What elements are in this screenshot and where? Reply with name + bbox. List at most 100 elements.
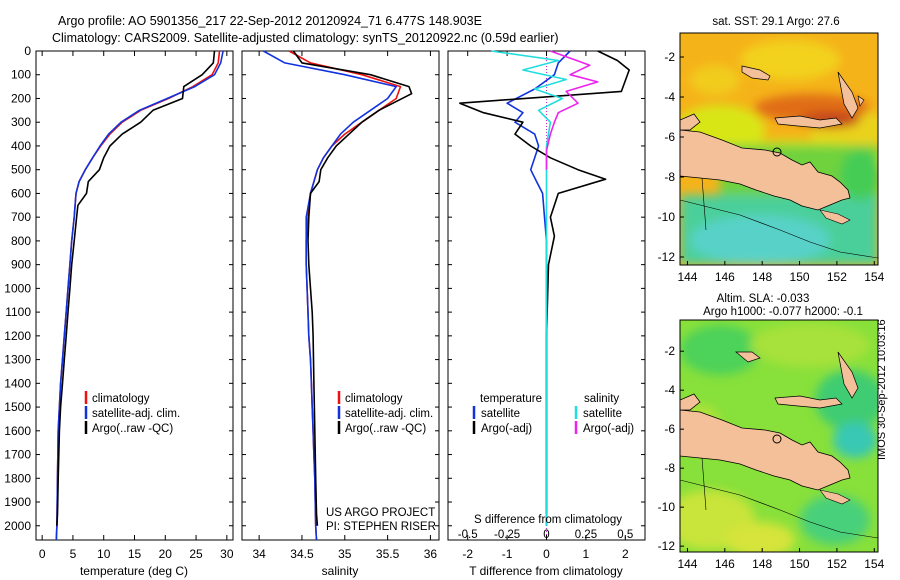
y-tick-label: 1500 [4, 400, 31, 414]
x-tick-label: 15 [128, 547, 142, 561]
series-line-s-satellite [491, 50, 568, 526]
temperature-ticks: 0 5 10 15 20 25 30 [39, 51, 234, 561]
y-tick-label: -2 [664, 344, 675, 358]
y-tick-label: -6 [664, 130, 675, 144]
x-tick-label: 144 [677, 557, 697, 571]
t-difference-axis-label: T difference from climatology [469, 564, 623, 578]
y-tick-label: 500 [11, 163, 31, 177]
y-tick-label: 300 [11, 115, 31, 129]
x-tick-label: -1 [502, 547, 513, 561]
s-difference-axis-label: S difference from climatology [474, 514, 622, 526]
y-tick-label: 0 [24, 44, 31, 58]
temperature-legend: climatology satellite-adj. clim. Argo(..… [84, 391, 180, 435]
series-line-s-argo [545, 50, 599, 170]
salinity-legend: climatology satellite-adj. clim. Argo(..… [337, 391, 433, 435]
argo-position-marker [772, 434, 782, 444]
x-tick-label: -2 [462, 547, 473, 561]
x-tick-label: 1 [583, 547, 590, 561]
x-tick-label: 146 [715, 557, 735, 571]
series-line-argo [56, 50, 216, 526]
x-tick-label: 2 [622, 547, 629, 561]
x-tick-label: 0 [39, 547, 46, 561]
x-tick-label: 146 [715, 270, 735, 284]
legend-label-satellite: satellite-adj. clim. [92, 408, 180, 420]
y-tick-label: 1000 [4, 281, 31, 295]
x-tick-label: 154 [864, 270, 884, 284]
s-tick-label: 0 [543, 529, 549, 541]
y-tick-label: 1300 [4, 353, 31, 367]
y-tick-label: -6 [664, 422, 675, 436]
sla-map-title-1: Altim. SLA: -0.033 [717, 293, 810, 305]
title-line-1: Argo profile: AO 5901356_217 22-Sep-2012… [58, 14, 482, 28]
y-tick-label: 800 [11, 234, 31, 248]
argo-position-marker [772, 147, 782, 157]
y-tick-label: 400 [11, 139, 31, 153]
x-tick-label: 150 [790, 557, 810, 571]
x-tick-label: 152 [827, 270, 847, 284]
y-tick-label: 1600 [4, 424, 31, 438]
y-tick-label: 2000 [4, 519, 31, 533]
y-tick-label: -4 [664, 90, 675, 104]
legend-title-salinity: salinity [584, 393, 619, 405]
x-tick-label: 30 [220, 547, 234, 561]
y-tick-label: -10 [658, 500, 676, 514]
series-line-t-argo [458, 50, 631, 514]
y-tick-label: 900 [11, 258, 31, 272]
y-tick-label: -8 [664, 461, 675, 475]
difference-ticks: -2 -1 0 1 2 -0.5 -0.25 0 0.25 0.5 [458, 51, 633, 561]
difference-legend: temperature salinity satellite Argo(-adj… [472, 393, 634, 435]
salinity-axis-label: salinity [322, 564, 359, 578]
temperature-lines [55, 50, 224, 541]
s-tick-label: 0.5 [617, 529, 633, 541]
y-tick-label: -2 [664, 50, 675, 64]
y-tick-label: -10 [658, 210, 676, 224]
timestamp-stamp: IMOS 30-Sep-2012 10:03:16 [876, 319, 888, 460]
x-tick-label: 36 [424, 547, 438, 561]
salinity-ticks: 34 34.5 35 35.5 36 [252, 51, 437, 561]
y-tick-label: 1200 [4, 329, 31, 343]
legend-label-satellite: satellite-adj. clim. [345, 408, 433, 420]
x-tick-label: 148 [752, 557, 772, 571]
salinity-lines [263, 50, 413, 541]
temperature-panel [35, 50, 234, 541]
salinity-panel [241, 50, 440, 541]
legend-label-s-satellite: satellite [583, 408, 622, 420]
series-line-satellite [55, 50, 224, 541]
y-tick-label: -12 [658, 539, 676, 553]
x-tick-label: 25 [189, 547, 203, 561]
legend-label-argo: Argo(..raw -QC) [345, 423, 426, 435]
sla-map-title-2: Argo h1000: -0.077 h2000: -0.1 [703, 306, 863, 318]
x-tick-label: 154 [864, 557, 884, 571]
x-tick-label: 148 [752, 270, 772, 284]
y-tick-label: -4 [664, 383, 675, 397]
x-tick-label: 5 [70, 547, 77, 561]
x-tick-label: 10 [97, 547, 111, 561]
title-line-2: Climatology: CARS2009. Satellite-adjuste… [52, 31, 559, 45]
series-line-argo [292, 50, 413, 526]
legend-label-climatology: climatology [345, 393, 403, 405]
credit-pi: PI: STEPHEN RISER [326, 521, 436, 533]
sla-map [680, 320, 878, 552]
sst-map-title: sat. SST: 29.1 Argo: 27.6 [712, 16, 839, 28]
y-tick-label: 1800 [4, 471, 31, 485]
x-tick-label: 34.5 [290, 547, 314, 561]
s-tick-label: -0.5 [458, 529, 478, 541]
legend-label-s-argo: Argo(-adj) [583, 423, 634, 435]
x-tick-label: 20 [159, 547, 173, 561]
y-tick-label: 1400 [4, 376, 31, 390]
x-tick-label: 35.5 [376, 547, 400, 561]
y-tick-label: -12 [658, 250, 676, 264]
legend-label-climatology: climatology [92, 393, 150, 405]
s-tick-label: -0.25 [494, 529, 520, 541]
y-tick-label: 600 [11, 186, 31, 200]
series-line-satellite [263, 50, 398, 541]
legend-title-temperature: temperature [480, 393, 542, 405]
y-tick-label: 1100 [5, 305, 31, 319]
credit-project: US ARGO PROJECT [326, 507, 435, 519]
legend-label-t-satellite: satellite [481, 408, 520, 420]
y-tick-label: 1700 [4, 448, 31, 462]
x-tick-label: 152 [827, 557, 847, 571]
y-tick-label: -8 [664, 170, 675, 184]
sst-map-ticks: 144 146 148 150 152 154 -2 -4 -6 -8 -10 -12 [658, 50, 885, 284]
